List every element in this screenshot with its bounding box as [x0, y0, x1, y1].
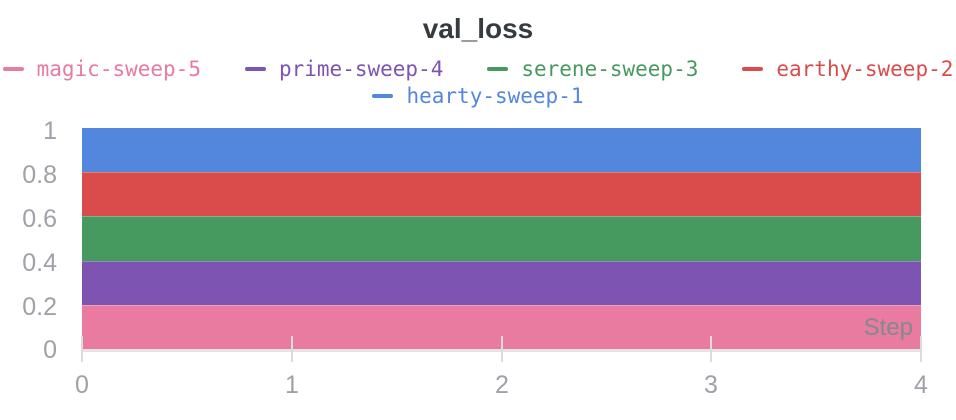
area-band-serene-sweep-3 [82, 216, 921, 261]
legend-label: earthy-sweep-2 [776, 56, 954, 81]
legend-item-hearty-sweep-1[interactable]: hearty-sweep-1 [372, 82, 584, 109]
area-band-earthy-sweep-2 [82, 172, 921, 217]
legend-label: magic-sweep-5 [36, 56, 201, 81]
stacked-area-bands [82, 128, 921, 350]
y-tick-label: 0.6 [22, 205, 57, 233]
legend: magic-sweep-5 prime-sweep-4 serene-sweep… [0, 55, 956, 109]
legend-label: serene-sweep-3 [521, 56, 699, 81]
legend-label: hearty-sweep-1 [406, 83, 584, 108]
legend-line-icon [244, 66, 266, 71]
y-tick-label: 1 [43, 117, 57, 145]
x-tick-label: 3 [704, 371, 718, 399]
x-axis-tick [710, 336, 713, 362]
chart-title: val_loss [422, 13, 534, 44]
x-axis-tick [81, 336, 83, 362]
area-band-prime-sweep-4 [82, 260, 921, 305]
legend-item-serene-sweep-3[interactable]: serene-sweep-3 [487, 55, 698, 82]
y-tick-label: 0.4 [22, 249, 57, 277]
legend-line-icon [487, 66, 509, 71]
x-axis-title: Step [863, 314, 913, 341]
plot-area[interactable]: Step [81, 128, 922, 362]
legend-item-prime-sweep-4[interactable]: prime-sweep-4 [244, 55, 444, 82]
x-tick-label: 1 [285, 371, 299, 399]
x-tick-label: 0 [75, 371, 89, 399]
x-axis-tick [500, 336, 503, 362]
legend-item-earthy-sweep-2[interactable]: earthy-sweep-2 [742, 55, 953, 82]
legend-line-icon [372, 93, 394, 98]
y-tick-label: 0.8 [22, 161, 57, 189]
x-tick-label: 4 [914, 371, 928, 399]
x-tick-label: 2 [495, 371, 509, 399]
y-tick-label: 0 [43, 336, 57, 364]
legend-line-icon [742, 66, 764, 71]
legend-label: prime-sweep-4 [278, 56, 444, 81]
x-axis-tick [920, 336, 922, 362]
legend-line-icon [2, 66, 24, 71]
y-tick-label: 0.2 [22, 293, 57, 321]
area-band-hearty-sweep-1 [82, 128, 921, 173]
x-axis-tick [290, 336, 293, 362]
legend-item-magic-sweep-5[interactable]: magic-sweep-5 [2, 55, 201, 82]
